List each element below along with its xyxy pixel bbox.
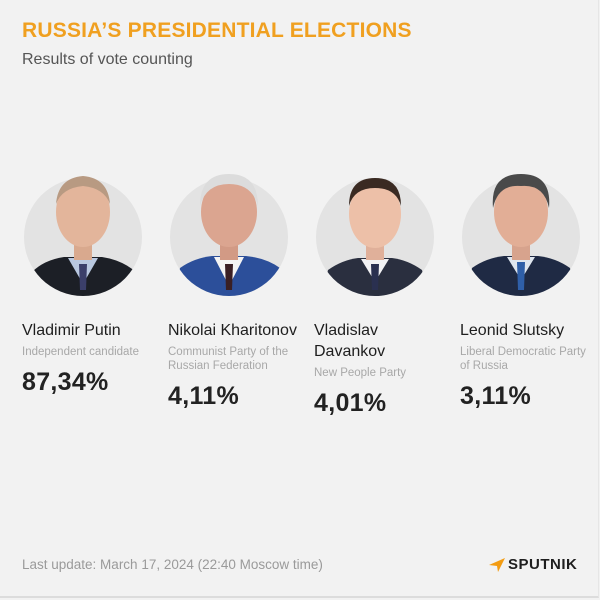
sputnik-logo: SPUTNIK xyxy=(488,556,577,573)
candidates-list: Vladimir Putin Independent candidate 87,… xyxy=(22,174,592,418)
candidate-card: Leonid Slutsky Liberal Democratic Party … xyxy=(460,174,600,418)
last-update-text: Last update: March 17, 2024 (22:40 Mosco… xyxy=(22,557,323,572)
page-title: RUSSIA’S PRESIDENTIAL ELECTIONS xyxy=(22,19,412,42)
candidate-name: Leonid Slutsky xyxy=(460,322,565,339)
candidate-party: Independent candidate xyxy=(22,346,140,358)
candidate-name: Vladimir Putin xyxy=(22,322,121,339)
candidate-party: Communist Party of the Russian Federatio… xyxy=(168,346,289,372)
candidate-percent: 87,34% xyxy=(22,368,109,396)
candidate-photo xyxy=(316,178,434,296)
portrait-icon xyxy=(466,174,576,296)
portrait-icon xyxy=(174,174,286,296)
candidate-photo xyxy=(24,176,142,296)
candidate-party: Liberal Democratic Party of Russia xyxy=(460,346,586,372)
candidate-percent: 3,11% xyxy=(460,382,532,410)
portrait-icon xyxy=(28,176,140,296)
candidate-percent: 4,01% xyxy=(314,389,387,417)
candidate-percent: 4,11% xyxy=(168,382,240,410)
candidate-photo xyxy=(170,174,288,296)
candidate-card: Vladislav Davankov New People Party 4,01… xyxy=(314,178,460,418)
portrait-icon xyxy=(322,178,428,296)
candidate-card: Vladimir Putin Independent candidate 87,… xyxy=(22,176,168,418)
candidate-photo xyxy=(462,174,580,296)
candidate-card: Nikolai Kharitonov Communist Party of th… xyxy=(168,174,314,418)
sputnik-logo-icon xyxy=(489,557,505,572)
candidate-party: New People Party xyxy=(314,367,407,379)
page-subtitle: Results of vote counting xyxy=(22,51,193,68)
brand-name: SPUTNIK xyxy=(508,556,578,573)
candidate-name: Vladislav Davankov xyxy=(314,322,386,360)
candidate-name: Nikolai Kharitonov xyxy=(168,322,297,339)
